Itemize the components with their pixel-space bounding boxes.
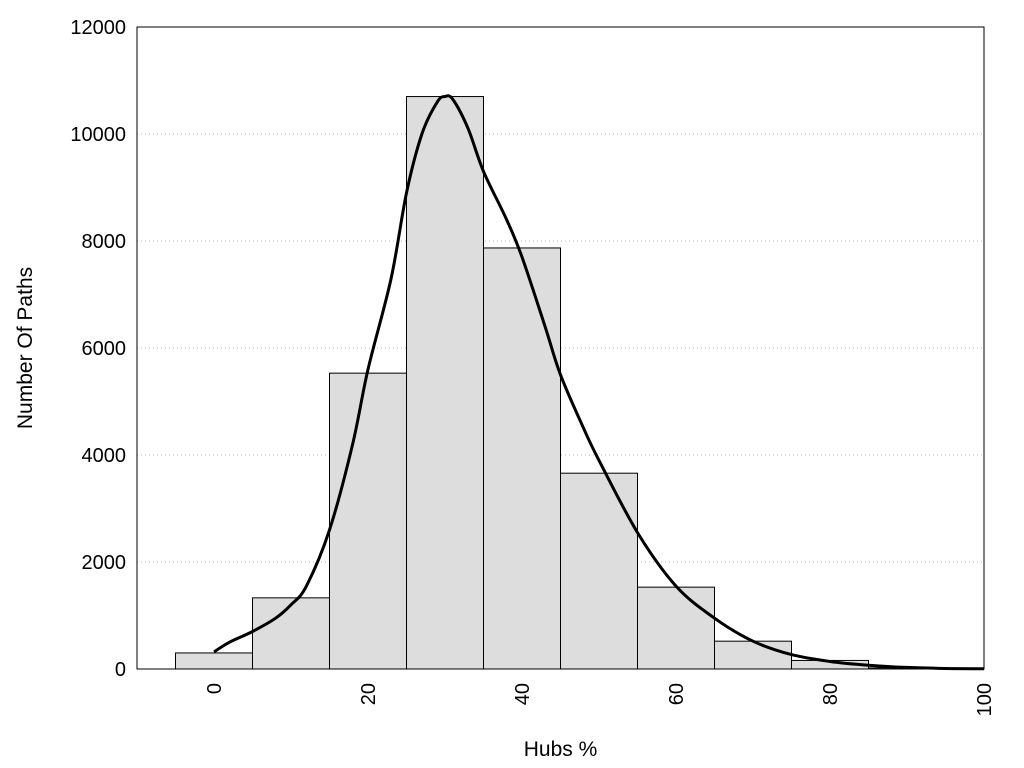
y-tick-label: 0 bbox=[115, 659, 126, 681]
y-axis-ticks: 0 2000 4000 6000 8000 10000 12000 bbox=[70, 17, 126, 681]
histogram-bar bbox=[560, 472, 638, 670]
x-tick-label: 80 bbox=[820, 683, 842, 705]
histogram-bar bbox=[714, 640, 792, 670]
x-tick-label: 100 bbox=[974, 683, 996, 716]
y-tick-label: 12000 bbox=[70, 17, 126, 39]
histogram-bar bbox=[329, 372, 407, 670]
x-tick-label: 20 bbox=[358, 683, 380, 705]
y-axis-title: Number Of Paths bbox=[14, 267, 37, 429]
x-tick-label: 40 bbox=[512, 683, 534, 705]
x-tick-label: 60 bbox=[666, 683, 688, 705]
density-curve-group bbox=[213, 94, 985, 671]
y-tick-label: 8000 bbox=[82, 231, 127, 253]
x-axis-ticks: 0 20 40 60 80 100 bbox=[204, 683, 996, 716]
y-tick-label: 4000 bbox=[82, 445, 127, 467]
x-tick-label: 0 bbox=[204, 683, 226, 694]
y-tick-label: 10000 bbox=[70, 124, 126, 146]
histogram-bar bbox=[637, 586, 715, 670]
plot-frame bbox=[136, 26, 985, 670]
histogram-bar bbox=[406, 96, 484, 670]
histogram-bar bbox=[252, 597, 330, 670]
histogram-bar bbox=[483, 247, 561, 670]
y-tick-label: 6000 bbox=[82, 338, 127, 360]
x-axis-title: Hubs % bbox=[524, 738, 598, 761]
histogram-bars bbox=[175, 96, 946, 670]
density-curve bbox=[213, 94, 985, 671]
histogram-bar bbox=[175, 652, 253, 670]
y-tick-label: 2000 bbox=[82, 552, 127, 574]
